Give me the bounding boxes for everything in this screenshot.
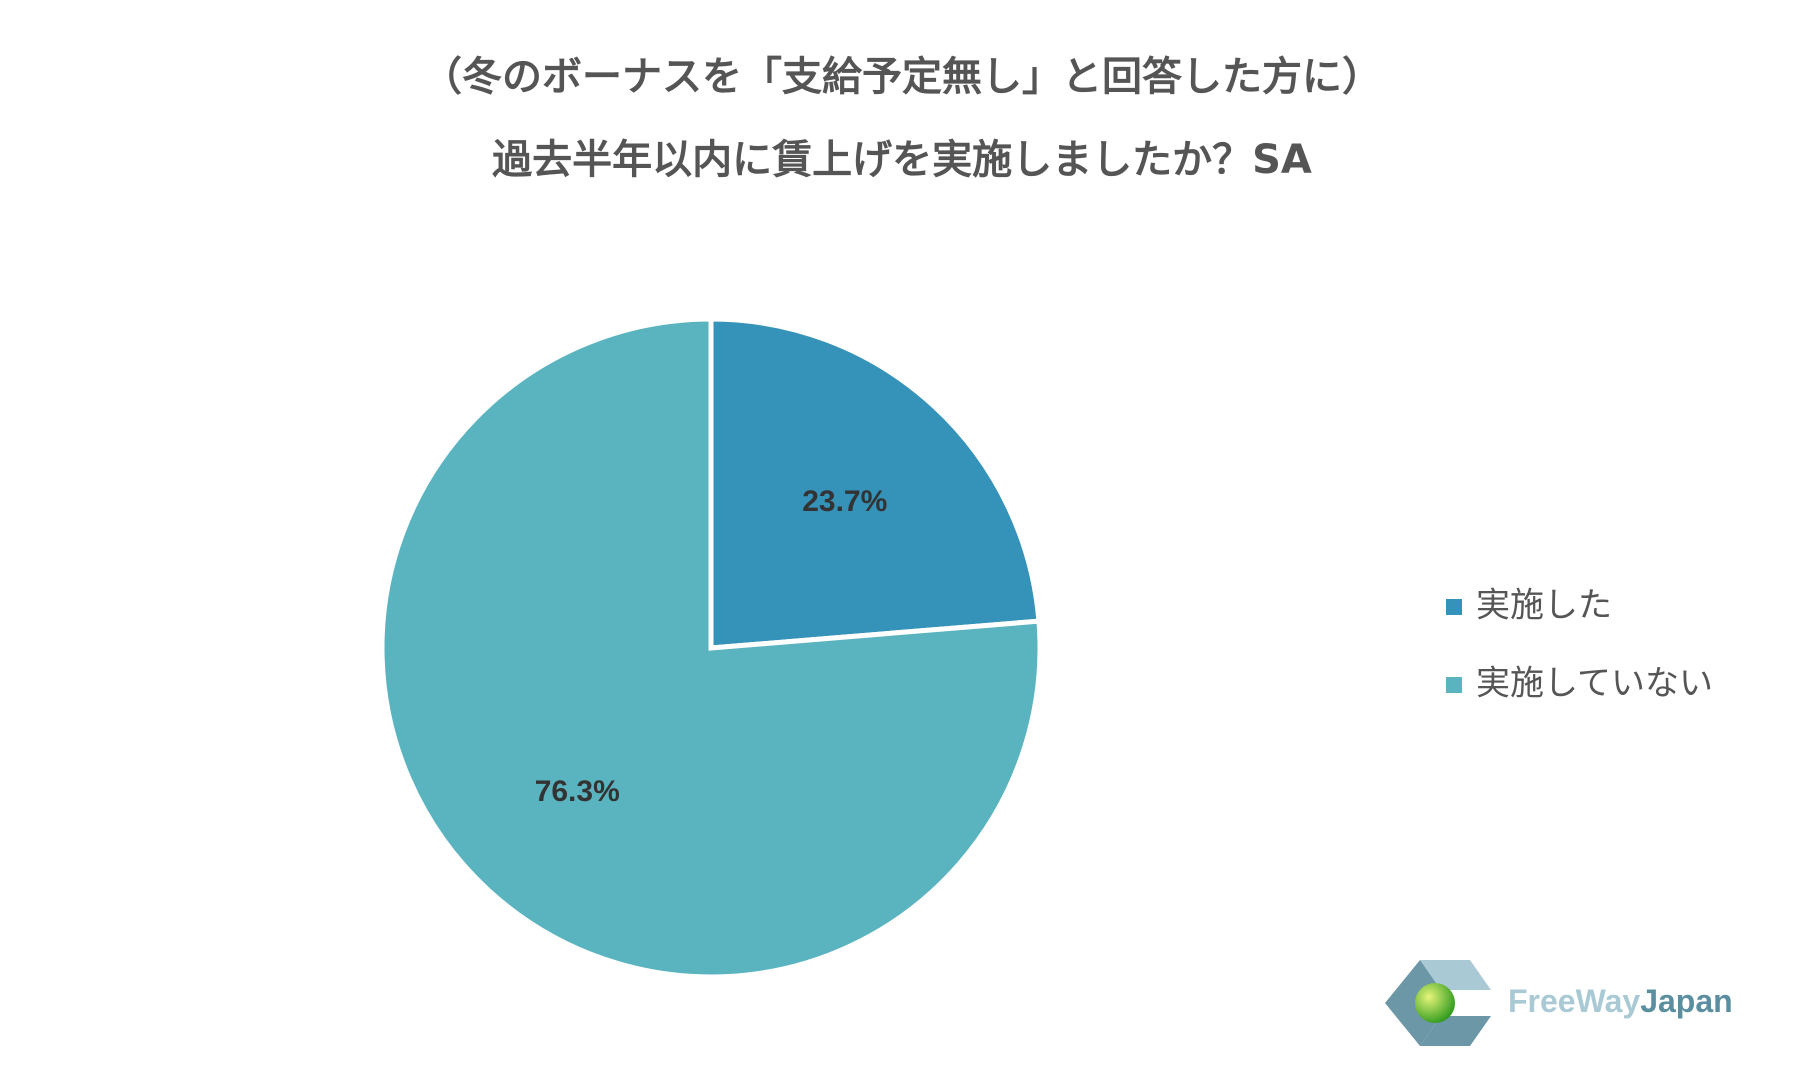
chart-title: （冬のボーナスを「支給予定無し」と回答した方に）	[422, 54, 1382, 100]
data-label: 76.3%	[535, 775, 620, 808]
logo-ball	[1415, 983, 1455, 1023]
logo-shape	[1420, 960, 1491, 990]
logo-text: Japan	[1640, 983, 1732, 1019]
logo-text: FreeWay	[1508, 983, 1640, 1019]
legend-label: 実施していない	[1476, 664, 1713, 704]
legend-swatch	[1446, 599, 1462, 615]
logo: FreeWayJapan	[1385, 960, 1733, 1046]
logo-shape	[1385, 960, 1441, 1046]
pie-slice	[708, 316, 1042, 651]
legend-label: 実施した	[1476, 586, 1612, 626]
logo-text: FreeWayJapan	[1508, 983, 1733, 1019]
logo-shape	[1420, 1016, 1491, 1046]
data-label: 23.7%	[802, 485, 887, 518]
chart-title: 過去半年以内に賃上げを実施しましたか？SA	[492, 137, 1312, 183]
legend-swatch	[1446, 677, 1462, 693]
pie-slice	[379, 316, 1043, 980]
